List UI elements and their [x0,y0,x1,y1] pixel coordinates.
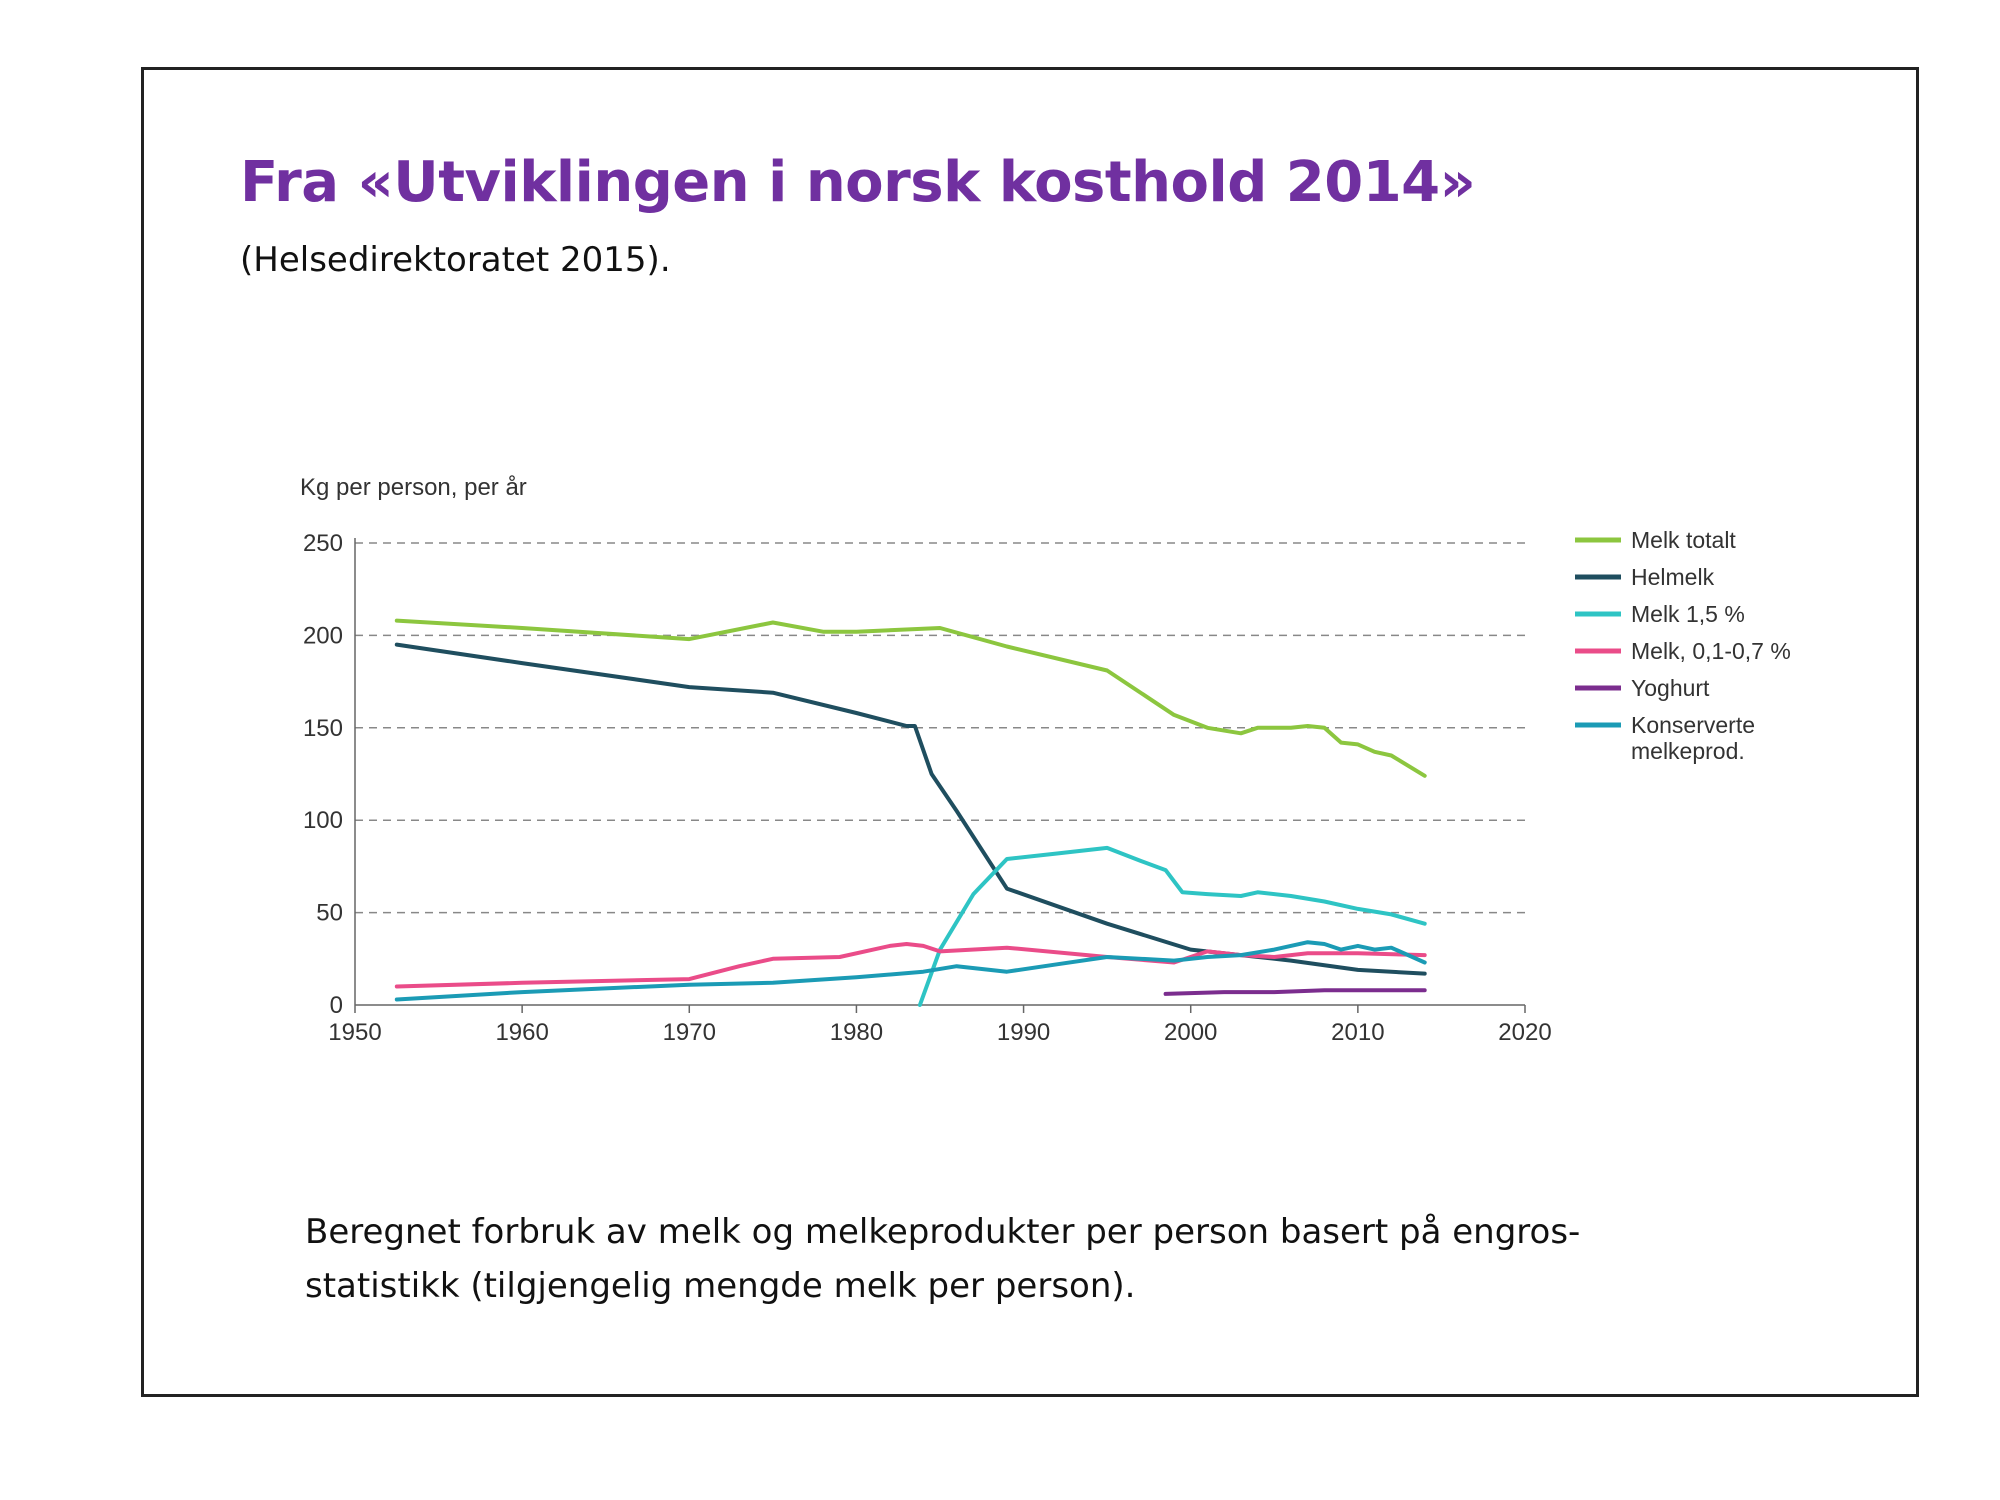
slide-frame [141,67,1919,1397]
x-tick-label: 1980 [830,1019,883,1046]
y-tick-labels: 0 50 100 150 200 250 [303,530,343,1019]
x-tick-label: 2000 [1164,1019,1217,1046]
series-line-1 [394,642,1427,976]
series-lines [394,618,1427,1007]
line-chart: Kg per person, per år 0 50 100 150 200 250 19… [300,474,1791,1046]
y-axis-label: Kg per person, per år [300,474,527,501]
slide-title: Fra «Utviklingen i norsk kosthold 2014» [240,150,1476,215]
gridlines [355,542,1525,914]
y-tick-label: 0 [330,992,343,1019]
legend-label: Helmelk [1631,564,1715,590]
y-tick-label: 250 [303,530,343,557]
series-line-5 [394,940,1427,1002]
x-tick-labels: 1950 1960 1970 1980 1990 2000 2010 2020 [328,1019,1551,1046]
legend-label: Konserverte melkeprod. [1631,712,1755,764]
y-tick-label: 200 [303,622,343,649]
series-line-4 [1163,988,1427,996]
axes [354,538,1526,1013]
x-tick-label: 1960 [495,1019,548,1046]
slide-caption: Beregnet forbruk av melk og melkeprodukt… [305,1212,1581,1306]
legend-label: Melk, 0,1-0,7 % [1631,638,1791,664]
series-line-0 [394,618,1427,778]
y-tick-label: 100 [303,807,343,834]
series-line-2 [917,845,1427,1007]
legend-label: Yoghurt [1631,675,1710,701]
legend-label: Melk totalt [1631,527,1736,553]
x-tick-label: 1990 [997,1019,1050,1046]
y-tick-label: 50 [316,900,343,927]
legend-label: Melk 1,5 % [1631,601,1745,627]
series-line-3 [394,942,1427,989]
x-tick-label: 2010 [1331,1019,1384,1046]
x-tick-label: 2020 [1498,1019,1551,1046]
y-tick-label: 150 [303,715,343,742]
x-tick-label: 1970 [663,1019,716,1046]
x-tick-label: 1950 [328,1019,381,1046]
legend: Melk totalt Helmelk Melk 1,5 % Melk, 0,1-0,… [1575,527,1791,764]
slide-subtitle: (Helsedirektoratet 2015). [240,240,671,280]
